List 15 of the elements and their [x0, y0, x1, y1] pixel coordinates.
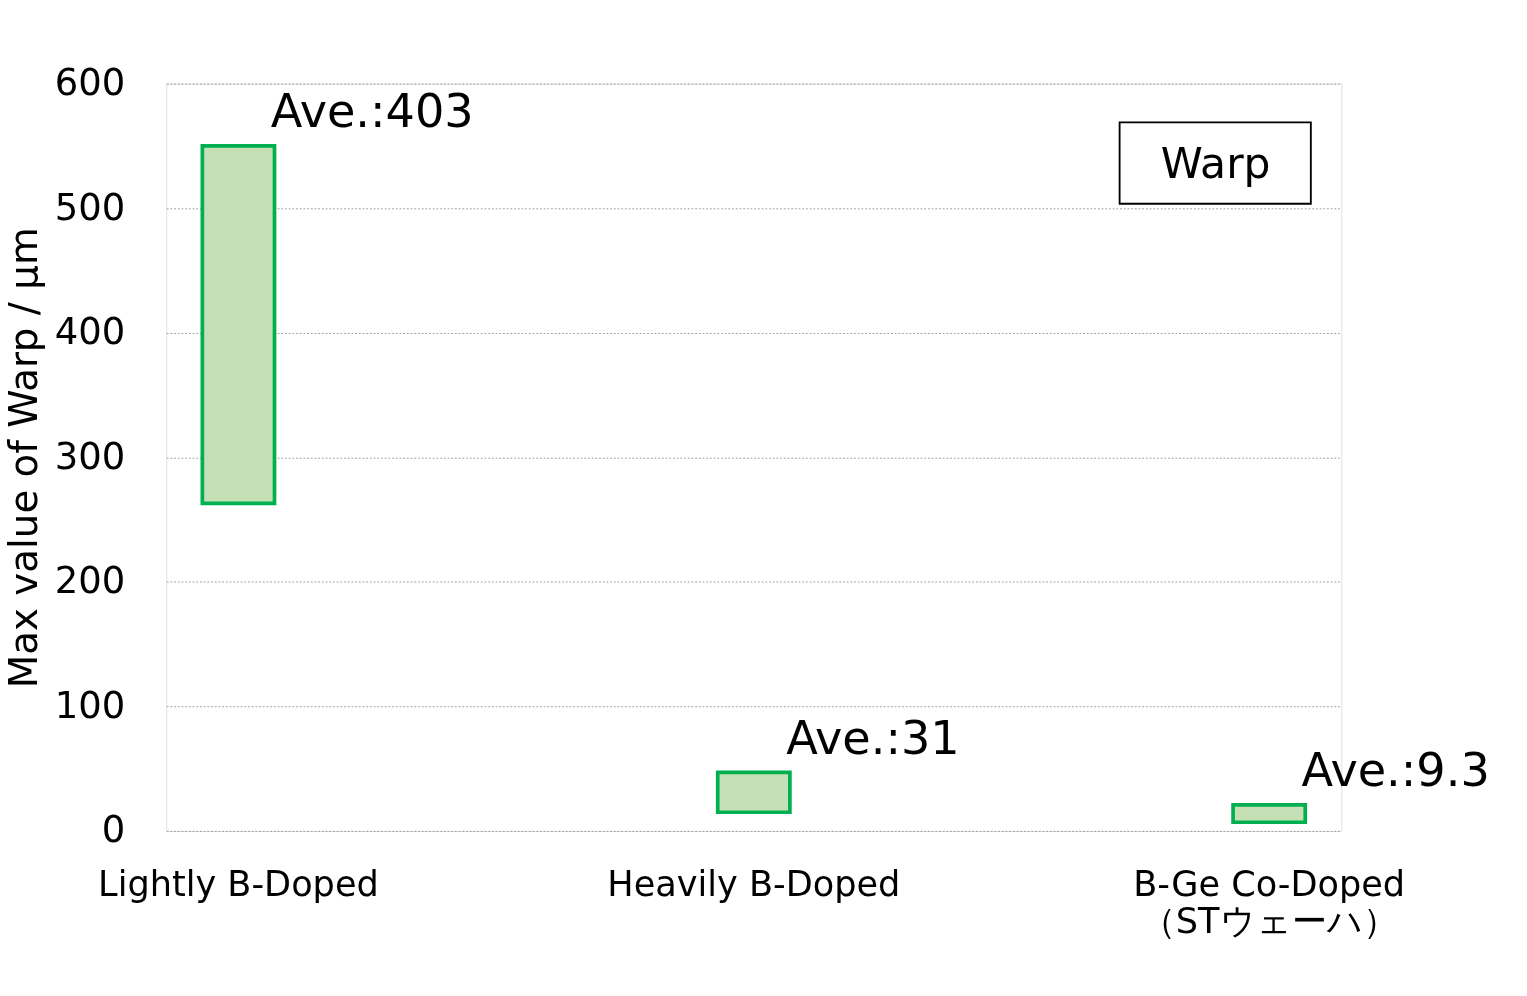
y-tick-label: 0: [101, 808, 126, 852]
y-tick-label: 600: [54, 61, 126, 105]
x-tick-label: Lightly B-Doped: [98, 863, 379, 905]
y-tick-label: 300: [54, 434, 126, 478]
annotation: Ave.:403: [270, 84, 474, 139]
x-tick-label: B-Ge Co-Doped （STウェーハ）: [1133, 863, 1406, 942]
y-tick-label: 400: [54, 310, 126, 354]
y-axis-title: Max value of Warp / μm: [1, 227, 47, 689]
y-tick-label: 100: [54, 683, 126, 727]
y-tick-label: 500: [54, 185, 126, 229]
annotation: Ave.:31: [786, 710, 960, 765]
y-tick-label: 200: [54, 559, 126, 603]
x-tick-label: Heavily B-Doped: [607, 863, 901, 905]
annotation: Ave.:9.3: [1301, 743, 1490, 798]
annotation: Warp: [1160, 138, 1271, 188]
